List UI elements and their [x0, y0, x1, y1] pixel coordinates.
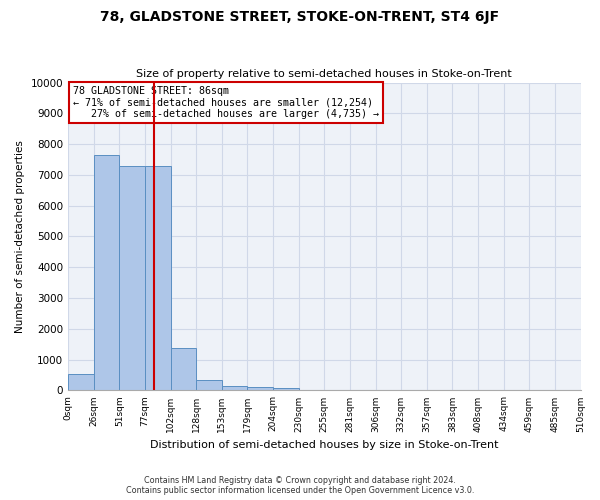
Bar [247, 387, 273, 390]
Text: 78 GLADSTONE STREET: 86sqm
← 71% of semi-detached houses are smaller (12,254)
  : 78 GLADSTONE STREET: 86sqm ← 71% of semi… [73, 86, 379, 119]
Bar [196, 380, 222, 390]
X-axis label: Distribution of semi-detached houses by size in Stoke-on-Trent: Distribution of semi-detached houses by … [150, 440, 499, 450]
Bar [94, 155, 119, 390]
Title: Size of property relative to semi-detached houses in Stoke-on-Trent: Size of property relative to semi-detach… [136, 69, 512, 79]
Bar [145, 166, 170, 390]
Y-axis label: Number of semi-detached properties: Number of semi-detached properties [15, 140, 25, 333]
Bar [119, 166, 145, 390]
Bar [222, 386, 247, 390]
Text: 78, GLADSTONE STREET, STOKE-ON-TRENT, ST4 6JF: 78, GLADSTONE STREET, STOKE-ON-TRENT, ST… [100, 10, 500, 24]
Text: Contains HM Land Registry data © Crown copyright and database right 2024.
Contai: Contains HM Land Registry data © Crown c… [126, 476, 474, 495]
Bar [170, 348, 196, 391]
Bar [273, 388, 299, 390]
Bar [68, 374, 94, 390]
